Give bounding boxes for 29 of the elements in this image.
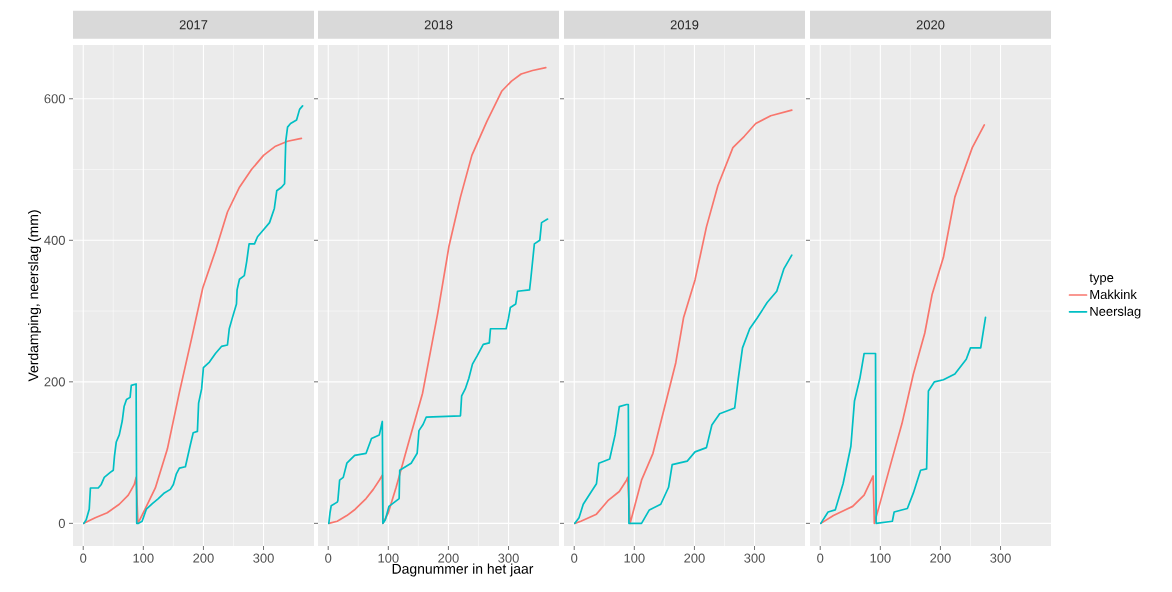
chart-title: 2017 [179, 20, 208, 30]
chart-title: 2019 [670, 20, 699, 30]
y-tick-label: 400 [44, 235, 65, 245]
y-tick-label: 0 [58, 518, 65, 528]
y-axis-title: Verdamping, neerslag (mm) [28, 210, 42, 382]
y-tick-label: 600 [44, 94, 65, 104]
x-tick-label: 100 [133, 553, 154, 563]
x-tick-label: 300 [990, 553, 1011, 563]
x-tick-label: 300 [498, 553, 519, 563]
legend-label: Makkink [1090, 289, 1137, 300]
x-tick-label: 0 [571, 553, 578, 563]
x-tick-label: 100 [378, 553, 399, 563]
x-tick-label: 300 [744, 553, 765, 563]
x-tick-label: 200 [930, 553, 951, 563]
x-tick-label: 100 [870, 553, 891, 563]
chart-title: 2018 [424, 20, 453, 30]
x-tick-label: 200 [684, 553, 705, 563]
x-tick-label: 0 [817, 553, 824, 563]
legend-title: type [1089, 273, 1114, 285]
y-tick-label: 200 [44, 377, 65, 387]
x-axis-title: Dagnummer in het jaar [392, 563, 534, 577]
legend-label: Neerslag [1090, 306, 1141, 319]
x-tick-label: 0 [325, 553, 332, 563]
x-tick-label: 200 [438, 553, 459, 563]
x-tick-label: 200 [193, 553, 214, 563]
x-tick-label: 300 [253, 553, 274, 563]
x-tick-label: 100 [624, 553, 645, 563]
chart-title: 2020 [916, 20, 945, 30]
x-tick-label: 0 [80, 553, 87, 563]
